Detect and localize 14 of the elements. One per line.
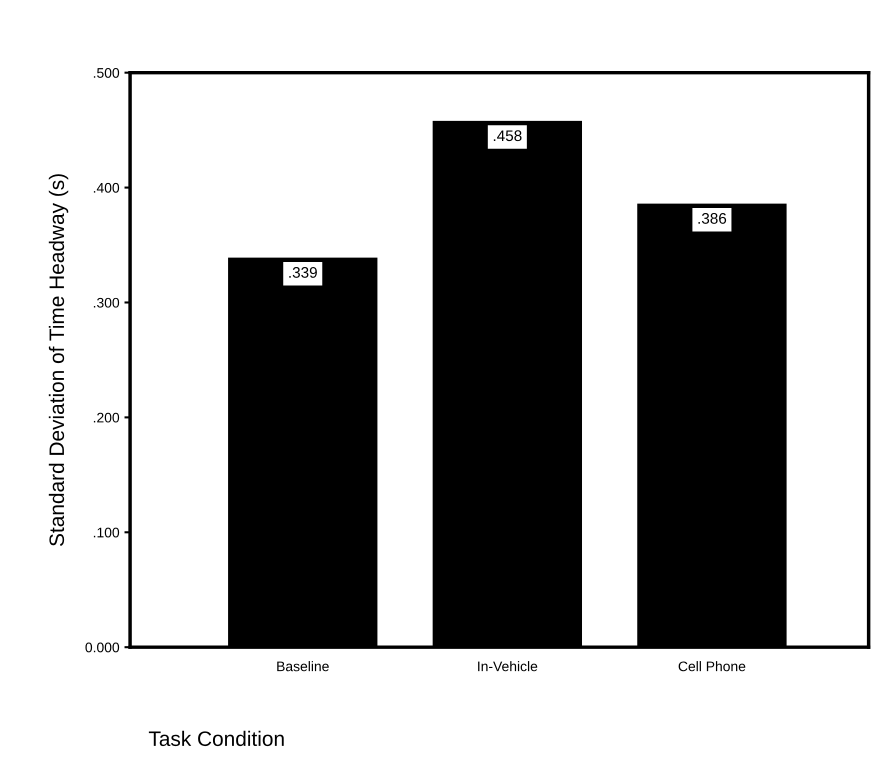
x-tick-label: Baseline <box>277 661 329 672</box>
y-tick-label: .100 <box>94 528 120 538</box>
y-tick-label: .500 <box>94 68 120 78</box>
data-label: .339 <box>289 267 317 278</box>
y-tick-label: .200 <box>94 412 120 423</box>
x-tick-label: In-Vehicle <box>478 661 538 672</box>
y-tick-label: 0.000 <box>85 642 120 652</box>
x-axis-title: Task Condition <box>148 730 284 746</box>
x-tick-label: Cell Phone <box>678 661 746 672</box>
y-tick-label: .300 <box>94 298 120 308</box>
y-axis-title: Standard Deviation of Time Headway (s) <box>48 174 68 546</box>
data-label: .386 <box>698 213 726 224</box>
y-tick-label: .400 <box>94 182 120 193</box>
data-label: .458 <box>494 130 522 142</box>
